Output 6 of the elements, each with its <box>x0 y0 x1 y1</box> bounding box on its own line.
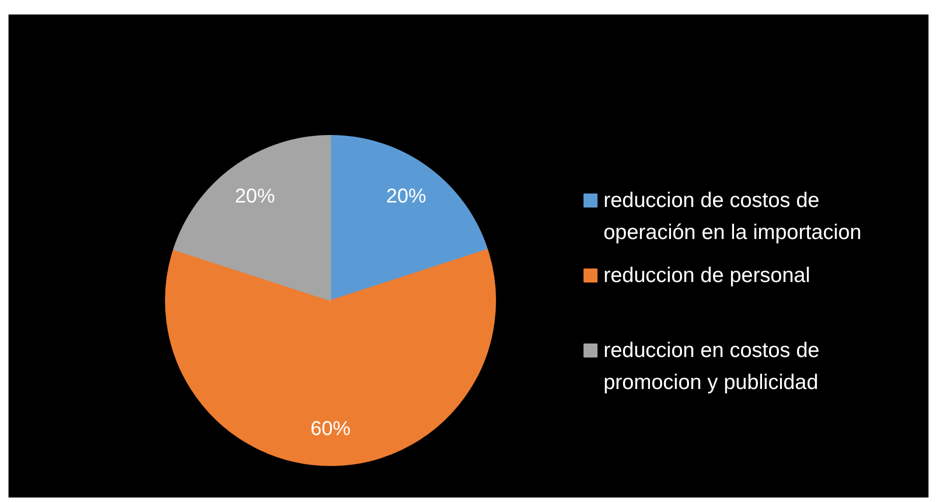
data-label: 60% <box>310 418 351 440</box>
legend-label: reduccion en costos de promocion y publicidad <box>604 339 820 394</box>
legend-label: reduccion de costos de operación en la importacion <box>604 189 862 244</box>
data-label: 20% <box>234 185 276 208</box>
data-label: 20% <box>386 185 426 208</box>
legend-label: reduccion de personal <box>604 264 810 287</box>
